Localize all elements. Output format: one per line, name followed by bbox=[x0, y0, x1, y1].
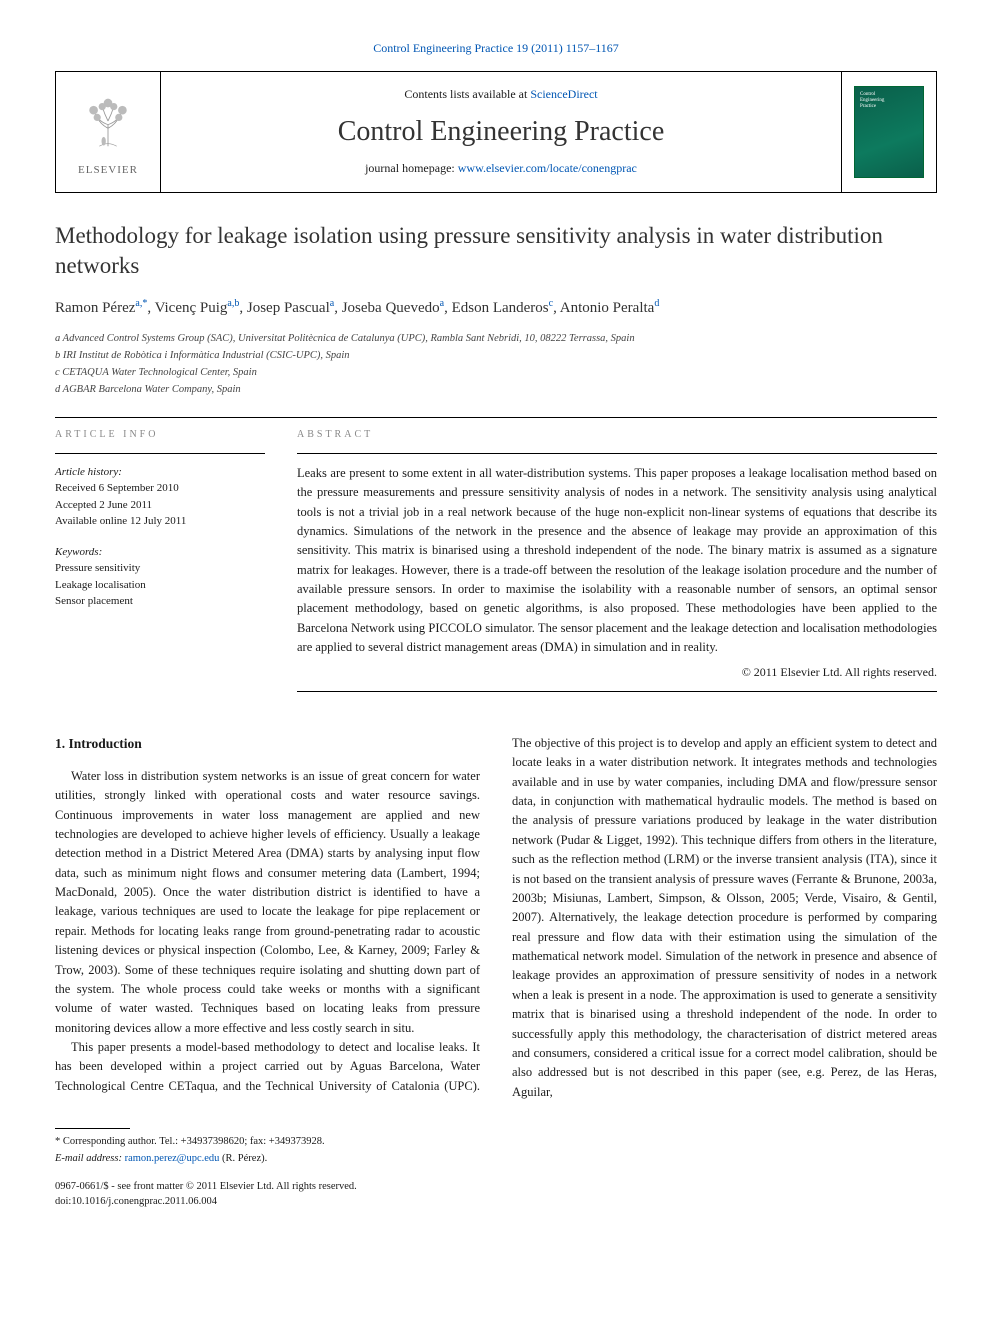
article-title: Methodology for leakage isolation using … bbox=[55, 221, 937, 281]
contents-line: Contents lists available at ScienceDirec… bbox=[171, 86, 831, 103]
corresponding-email-line: E-mail address: ramon.perez@upc.edu (R. … bbox=[55, 1152, 937, 1167]
abstract-divider bbox=[297, 453, 937, 454]
author-affil-sup: a,b bbox=[227, 298, 239, 309]
online-date: Available online 12 July 2011 bbox=[55, 515, 186, 527]
affiliation: c CETAQUA Water Technological Center, Sp… bbox=[55, 365, 937, 381]
doi-line: doi:10.1016/j.conengprac.2011.06.004 bbox=[55, 1195, 937, 1210]
publisher-logo-cell: ELSEVIER bbox=[56, 72, 161, 191]
author: , Vicenç Puig bbox=[147, 300, 227, 316]
corresponding-author: * Corresponding author. Tel.: +349373986… bbox=[55, 1135, 937, 1150]
accepted-date: Accepted 2 June 2011 bbox=[55, 499, 152, 511]
abstract-label: ABSTRACT bbox=[297, 428, 937, 443]
journal-masthead: ELSEVIER Contents lists available at Sci… bbox=[55, 71, 937, 192]
author: Ramon Pérez bbox=[55, 300, 135, 316]
body-paragraph: Water loss in distribution system networ… bbox=[55, 767, 480, 1038]
author: , Josep Pascual bbox=[239, 300, 329, 316]
abstract-end-divider bbox=[297, 691, 937, 692]
elsevier-logo: ELSEVIER bbox=[72, 85, 144, 179]
elsevier-tree-icon bbox=[72, 85, 144, 157]
footnote-rule bbox=[55, 1128, 130, 1129]
homepage-line: journal homepage: www.elsevier.com/locat… bbox=[171, 160, 831, 177]
body-two-column: 1. Introduction Water loss in distributi… bbox=[55, 734, 937, 1102]
article-info-column: ARTICLE INFO Article history: Received 6… bbox=[55, 428, 265, 702]
section-divider bbox=[55, 417, 937, 418]
journal-name: Control Engineering Practice bbox=[171, 112, 831, 153]
cover-line: Practice bbox=[860, 104, 876, 110]
author: , Edson Landeros bbox=[444, 300, 549, 316]
author: , Joseba Quevedo bbox=[334, 300, 439, 316]
author-affil-sup: a,* bbox=[135, 298, 147, 309]
affiliation-list: a Advanced Control Systems Group (SAC), … bbox=[55, 331, 937, 397]
affiliation: b IRI Institut de Robòtica i Informàtica… bbox=[55, 348, 937, 364]
article-info-label: ARTICLE INFO bbox=[55, 428, 265, 443]
keyword: Pressure sensitivity bbox=[55, 562, 140, 574]
abstract-column: ABSTRACT Leaks are present to some exten… bbox=[297, 428, 937, 702]
author: , Antonio Peralta bbox=[553, 300, 654, 316]
abstract-copyright: © 2011 Elsevier Ltd. All rights reserved… bbox=[297, 664, 937, 681]
journal-cover-thumb: Control Engineering Practice bbox=[854, 86, 924, 178]
email-link[interactable]: ramon.perez@upc.edu bbox=[125, 1153, 220, 1164]
keywords-block: Keywords: Pressure sensitivity Leakage l… bbox=[55, 544, 265, 610]
homepage-prefix: journal homepage: bbox=[365, 161, 458, 175]
citation-header: Control Engineering Practice 19 (2011) 1… bbox=[55, 40, 937, 57]
elsevier-wordmark: ELSEVIER bbox=[78, 163, 138, 179]
footer-meta: 0967-0661/$ - see front matter © 2011 El… bbox=[55, 1180, 937, 1209]
section-heading: 1. Introduction bbox=[55, 734, 480, 755]
info-divider bbox=[55, 453, 265, 454]
keywords-label: Keywords: bbox=[55, 546, 102, 558]
history-label: Article history: bbox=[55, 466, 122, 478]
masthead-center: Contents lists available at ScienceDirec… bbox=[161, 72, 841, 191]
sciencedirect-link[interactable]: ScienceDirect bbox=[530, 87, 597, 101]
email-suffix: (R. Pérez). bbox=[219, 1153, 267, 1164]
affiliation: a Advanced Control Systems Group (SAC), … bbox=[55, 331, 937, 347]
abstract-text: Leaks are present to some extent in all … bbox=[297, 464, 937, 658]
author-affil-sup: d bbox=[654, 298, 659, 309]
cover-thumb-cell: Control Engineering Practice bbox=[841, 72, 936, 191]
keyword: Leakage localisation bbox=[55, 579, 146, 591]
issn-line: 0967-0661/$ - see front matter © 2011 El… bbox=[55, 1180, 937, 1195]
citation-link[interactable]: Control Engineering Practice 19 (2011) 1… bbox=[373, 41, 619, 55]
received-date: Received 6 September 2010 bbox=[55, 482, 179, 494]
affiliation: d AGBAR Barcelona Water Company, Spain bbox=[55, 382, 937, 398]
keyword: Sensor placement bbox=[55, 595, 133, 607]
footnotes: * Corresponding author. Tel.: +349373986… bbox=[55, 1135, 937, 1166]
journal-homepage-link[interactable]: www.elsevier.com/locate/conengprac bbox=[458, 161, 637, 175]
info-abstract-row: ARTICLE INFO Article history: Received 6… bbox=[55, 428, 937, 702]
article-history: Article history: Received 6 September 20… bbox=[55, 464, 265, 530]
contents-prefix: Contents lists available at bbox=[404, 87, 530, 101]
author-list: Ramon Péreza,*, Vicenç Puiga,b, Josep Pa… bbox=[55, 297, 937, 320]
email-label: E-mail address: bbox=[55, 1153, 125, 1164]
